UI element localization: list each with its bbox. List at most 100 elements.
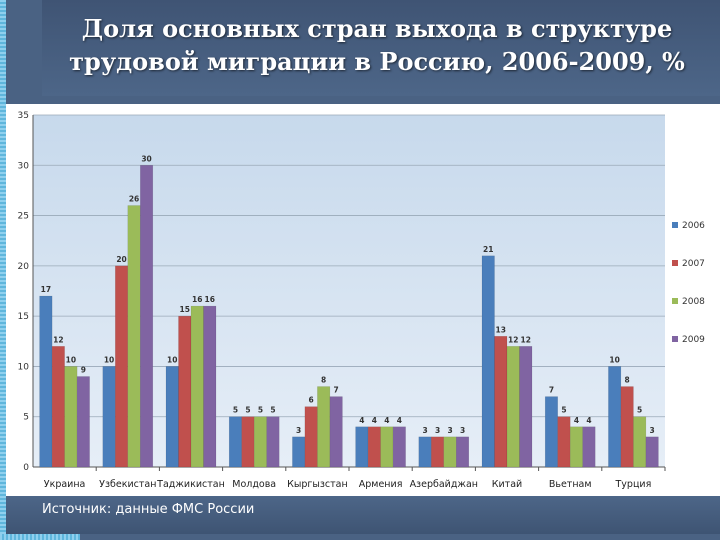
bar-2009 — [329, 396, 343, 468]
legend-swatch-2007 — [672, 260, 678, 266]
data-label: 16 — [192, 295, 202, 304]
data-label: 10 — [66, 355, 76, 364]
bar-2007 — [431, 436, 445, 468]
y-tick-label: 20 — [18, 262, 30, 272]
data-label: 20 — [116, 255, 126, 264]
data-label: 7 — [549, 386, 554, 395]
data-label: 4 — [397, 416, 402, 425]
bar-2007 — [304, 406, 318, 468]
data-label: 4 — [574, 416, 579, 425]
slide-title-line-2: трудовой миграции в Россию, 2006-2009, % — [69, 47, 685, 76]
bar-2006 — [292, 436, 306, 468]
x-category-label: Молдова — [232, 479, 276, 490]
bar-2009 — [456, 436, 470, 468]
bar-2007 — [557, 416, 571, 468]
footer-band — [6, 496, 720, 534]
data-label: 5 — [270, 406, 275, 415]
legend-swatch-2006 — [672, 222, 678, 228]
bar-2009 — [203, 305, 217, 468]
slide-title-line-1: Доля основных стран выхода в структуре — [81, 14, 673, 43]
data-label: 10 — [609, 355, 619, 364]
data-label: 3 — [296, 426, 301, 435]
data-label: 5 — [233, 406, 238, 415]
data-label: 3 — [422, 426, 427, 435]
bars — [39, 165, 659, 468]
bar-2007 — [115, 265, 129, 468]
data-label: 8 — [625, 376, 630, 385]
x-category-label: Азербайджан — [410, 479, 478, 490]
y-tick-label: 10 — [18, 362, 30, 372]
data-label: 17 — [41, 285, 51, 294]
bar-2006 — [608, 366, 622, 468]
bar-2009 — [519, 346, 533, 468]
bar-2009 — [266, 416, 280, 468]
data-label: 30 — [141, 154, 151, 163]
source-note: Источник: данные ФМС России — [42, 502, 255, 517]
legend-label: 2006 — [682, 221, 705, 231]
bar-2008 — [443, 436, 457, 468]
bar-2006 — [102, 366, 116, 468]
y-tick-label: 25 — [18, 212, 29, 222]
x-category-label: Турция — [614, 479, 651, 490]
bar-2007 — [178, 315, 192, 468]
legend-label: 2008 — [682, 297, 705, 307]
slide-title: Доля основных стран выхода в структуре т… — [52, 12, 702, 78]
data-label: 3 — [650, 426, 655, 435]
bar-2006 — [228, 416, 242, 468]
x-category-label: Армения — [359, 479, 403, 490]
bar-2008 — [190, 305, 204, 468]
bar-2006 — [418, 436, 432, 468]
bar-2006 — [39, 295, 53, 468]
bar-2008 — [317, 386, 331, 468]
bar-2006 — [481, 255, 495, 468]
bar-2008 — [569, 426, 583, 468]
bar-2007 — [494, 336, 508, 468]
data-label: 3 — [447, 426, 452, 435]
data-label: 12 — [521, 335, 531, 344]
bar-2008 — [64, 366, 78, 468]
bar-2008 — [253, 416, 267, 468]
bar-2009 — [582, 426, 596, 468]
bar-2007 — [367, 426, 381, 468]
bar-2008 — [506, 346, 520, 468]
x-category-label: Украина — [44, 479, 86, 490]
data-label: 4 — [384, 416, 389, 425]
x-category-label: Вьетнам — [549, 479, 592, 490]
bar-2006 — [355, 426, 369, 468]
data-label: 3 — [460, 426, 465, 435]
y-tick-label: 5 — [23, 413, 29, 423]
y-tick-label: 35 — [18, 111, 29, 121]
legend-swatch-2008 — [672, 298, 678, 304]
data-label: 9 — [81, 365, 86, 374]
data-label: 12 — [508, 335, 518, 344]
data-label: 5 — [245, 406, 250, 415]
data-label: 4 — [359, 416, 364, 425]
bar-2009 — [76, 376, 90, 468]
data-label: 15 — [180, 305, 190, 314]
data-label: 10 — [167, 355, 177, 364]
data-label: 6 — [309, 396, 314, 405]
x-category-label: Китай — [492, 479, 522, 490]
bar-2009 — [645, 436, 659, 468]
data-label: 13 — [496, 325, 506, 334]
bar-2007 — [51, 346, 65, 468]
title-band — [42, 0, 720, 96]
data-label: 5 — [637, 406, 642, 415]
data-label: 3 — [435, 426, 440, 435]
bar-2008 — [633, 416, 647, 468]
data-label: 5 — [258, 406, 263, 415]
data-label: 4 — [586, 416, 591, 425]
data-label: 16 — [205, 295, 215, 304]
bar-2008 — [380, 426, 394, 468]
x-category-label: Кыргызстан — [287, 479, 348, 490]
bar-2006 — [165, 366, 179, 468]
data-label: 8 — [321, 376, 326, 385]
legend-label: 2009 — [682, 335, 705, 345]
legend-swatch-2009 — [672, 336, 678, 342]
legend: 2006 2007 2008 2009 — [672, 221, 705, 345]
data-label: 7 — [334, 386, 339, 395]
data-label: 5 — [561, 406, 566, 415]
bar-2009 — [392, 426, 406, 468]
